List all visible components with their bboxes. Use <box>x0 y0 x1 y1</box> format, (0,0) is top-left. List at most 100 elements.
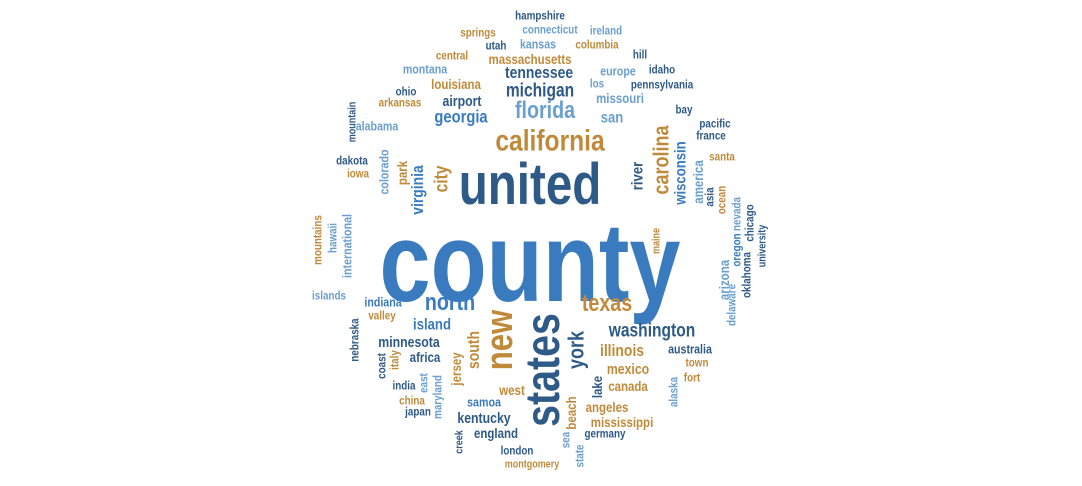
word-county: county <box>379 199 680 325</box>
word-england: england <box>474 425 518 441</box>
word-city: city <box>430 165 452 192</box>
word-kentucky: kentucky <box>457 410 511 426</box>
word-islands: islands <box>312 289 346 302</box>
word-montana: montana <box>403 61 448 76</box>
word-australia: australia <box>668 341 712 356</box>
word-united: united <box>459 153 602 218</box>
word-mississippi: mississippi <box>591 414 654 430</box>
word-italy: italy <box>388 349 401 369</box>
word-hawaii: hawaii <box>326 223 339 253</box>
word-japan: japan <box>404 405 431 418</box>
word-pennsylvania: pennsylvania <box>631 78 694 91</box>
word-europe: europe <box>600 63 636 78</box>
word-valley: valley <box>368 309 396 322</box>
word-india: india <box>393 379 417 392</box>
word-columbia: columbia <box>575 38 619 51</box>
word-kansas: kansas <box>520 36 556 51</box>
word-louisiana: louisiana <box>431 76 482 92</box>
word-pacific: pacific <box>699 117 730 130</box>
word-hampshire: hampshire <box>515 9 565 22</box>
word-states: states <box>516 313 570 427</box>
word-hill: hill <box>633 48 647 61</box>
word-china: china <box>399 394 425 407</box>
word-airport: airport <box>443 93 482 109</box>
word-fort: fort <box>684 371 701 384</box>
word-sea: sea <box>559 431 572 448</box>
word-international: international <box>339 214 354 278</box>
word-asia: asia <box>703 187 716 207</box>
word-samoa: samoa <box>467 394 501 409</box>
word-west: west <box>498 382 525 398</box>
word-arizona: arizona <box>716 259 732 300</box>
word-york: york <box>565 330 589 369</box>
word-france: france <box>696 129 726 142</box>
word-san: san <box>601 109 624 126</box>
word-university: university <box>757 224 769 267</box>
word-idaho: idaho <box>649 63 675 76</box>
word-london: london <box>501 444 534 457</box>
word-alaska: alaska <box>667 376 680 407</box>
word-state: state <box>573 445 586 468</box>
word-washington: washington <box>608 319 695 341</box>
word-montgomery: montgomery <box>505 459 560 471</box>
word-south: south <box>465 331 484 369</box>
word-jersey: jersey <box>448 352 464 387</box>
word-connecticut: connecticut <box>522 23 578 36</box>
word-carolina: carolina <box>650 125 674 195</box>
word-mountains: mountains <box>311 215 324 265</box>
word-north: north <box>425 288 475 315</box>
word-park: park <box>394 160 410 185</box>
word-coast: coast <box>375 353 388 379</box>
word-river: river <box>629 162 646 191</box>
word-lake: lake <box>589 376 605 398</box>
word-indiana: indiana <box>364 294 402 309</box>
word-massachusetts: massachusetts <box>489 51 572 67</box>
word-texas: texas <box>582 289 632 316</box>
word-illinois: illinois <box>600 342 644 361</box>
word-nevada: nevada <box>730 196 743 231</box>
word-springs: springs <box>460 26 496 39</box>
word-nebraska: nebraska <box>348 318 361 362</box>
word-angeles: angeles <box>586 399 629 415</box>
word-america: america <box>690 160 706 204</box>
word-germany: germany <box>584 427 626 440</box>
word-colorado: colorado <box>376 150 391 195</box>
word-africa: africa <box>410 349 441 365</box>
word-tennessee: tennessee <box>505 64 573 83</box>
word-town: town <box>686 356 709 369</box>
word-los: los <box>590 77 604 90</box>
word-mountain: mountain <box>347 102 359 143</box>
word-virginia: virginia <box>409 165 428 215</box>
word-minnesota: minnesota <box>378 334 440 350</box>
word-mexico: mexico <box>607 361 649 377</box>
word-delaware: delaware <box>725 284 738 326</box>
word-maryland: maryland <box>431 375 444 419</box>
word-alabama: alabama <box>356 118 399 133</box>
word-beach: beach <box>563 396 579 429</box>
word-new: new <box>479 309 521 370</box>
word-creek: creek <box>454 430 466 454</box>
word-dakota: dakota <box>336 154 369 167</box>
word-canada: canada <box>608 378 648 394</box>
word-chicago: chicago <box>743 204 756 241</box>
word-oklahoma: oklahoma <box>740 251 753 298</box>
word-ohio: ohio <box>396 85 417 98</box>
word-wisconsin: wisconsin <box>672 141 689 205</box>
word-michigan: michigan <box>506 79 574 101</box>
word-island: island <box>413 316 451 333</box>
word-ireland: ireland <box>590 24 622 37</box>
word-california: california <box>495 123 605 157</box>
word-maine: maine <box>651 228 663 254</box>
word-utah: utah <box>486 39 507 52</box>
word-east: east <box>417 373 430 393</box>
word-central: central <box>436 49 468 62</box>
word-florida: florida <box>515 96 576 123</box>
word-arkansas: arkansas <box>379 96 422 109</box>
word-missouri: missouri <box>596 90 644 106</box>
word-ocean: ocean <box>715 186 728 215</box>
word-bay: bay <box>676 103 694 116</box>
word-santa: santa <box>709 150 736 163</box>
word-oregon: oregon <box>730 233 743 267</box>
